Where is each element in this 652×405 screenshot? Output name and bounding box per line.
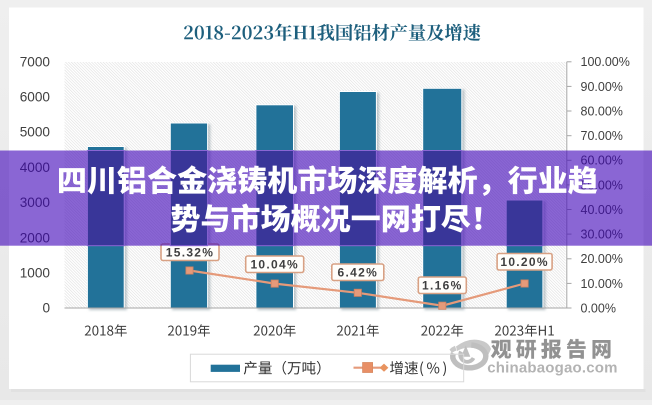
svg-text:7000: 7000 <box>20 54 51 69</box>
svg-text:80.00%: 80.00% <box>581 104 623 118</box>
svg-text:10.00%: 10.00% <box>581 277 623 291</box>
svg-text:6.42%: 6.42% <box>338 265 379 279</box>
svg-text:0: 0 <box>42 301 50 316</box>
svg-text:10.04%: 10.04% <box>250 257 299 271</box>
svg-text:1.16%: 1.16% <box>422 278 463 292</box>
svg-text:1000: 1000 <box>20 265 51 280</box>
svg-text:6000: 6000 <box>20 90 51 105</box>
svg-text:5000: 5000 <box>20 125 51 140</box>
svg-text:chinabaogao.com: chinabaogao.com <box>487 359 618 376</box>
svg-text:70.00%: 70.00% <box>581 129 623 143</box>
svg-text:0.00%: 0.00% <box>581 301 616 315</box>
svg-text:15.32%: 15.32% <box>166 245 215 259</box>
svg-text:20.00%: 20.00% <box>581 252 623 266</box>
svg-text:100.00%: 100.00% <box>581 55 630 69</box>
svg-text:10.20%: 10.20% <box>500 255 549 269</box>
svg-text:90.00%: 90.00% <box>581 80 623 94</box>
